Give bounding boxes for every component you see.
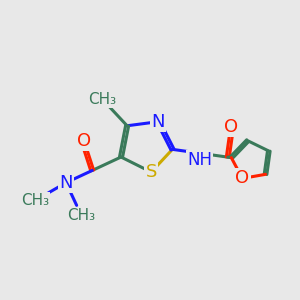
Text: S: S bbox=[146, 163, 157, 181]
Text: CH₃: CH₃ bbox=[88, 92, 117, 107]
Text: N: N bbox=[59, 174, 73, 192]
Text: CH₃: CH₃ bbox=[21, 193, 49, 208]
Text: CH₃: CH₃ bbox=[67, 208, 95, 223]
Text: O: O bbox=[77, 132, 91, 150]
Text: O: O bbox=[235, 169, 249, 188]
Text: N: N bbox=[152, 113, 165, 131]
Text: NH: NH bbox=[187, 151, 212, 169]
Text: O: O bbox=[224, 118, 238, 136]
